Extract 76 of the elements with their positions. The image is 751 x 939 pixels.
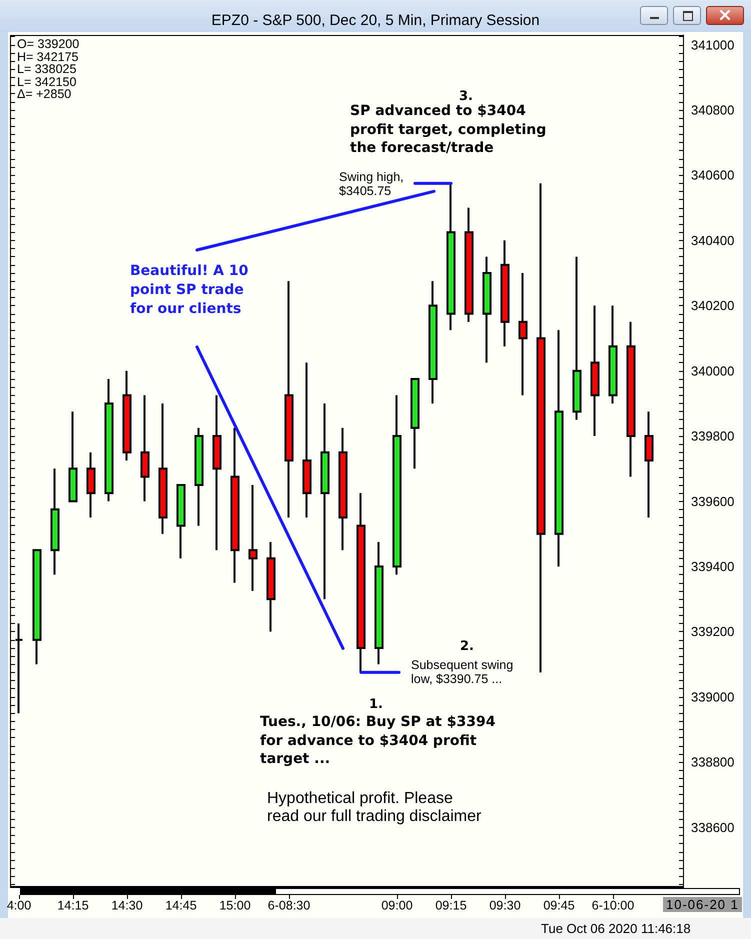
y-tick-label: 341000 bbox=[691, 37, 734, 52]
candlestick bbox=[428, 280, 438, 404]
y-tick-label: 339200 bbox=[691, 624, 734, 640]
candlestick bbox=[266, 541, 276, 633]
y-tick-label: 340400 bbox=[691, 232, 734, 248]
y-tick-label: 340600 bbox=[691, 168, 734, 183]
candlestick bbox=[86, 451, 96, 519]
x-tick-label: 15:00 bbox=[219, 898, 251, 912]
candlestick bbox=[248, 484, 258, 592]
candlestick bbox=[446, 182, 456, 332]
candlestick bbox=[482, 256, 492, 364]
candlestick bbox=[50, 468, 60, 576]
annotation: O= 339200 bbox=[17, 37, 80, 51]
candlestick bbox=[68, 410, 78, 502]
annotation: Tues., 10/06: Buy SP at $3394 for advance to $3404 profit target ... bbox=[260, 713, 496, 768]
y-tick-label: 339800 bbox=[691, 428, 734, 444]
candlestick bbox=[554, 329, 564, 568]
candlestick bbox=[302, 362, 312, 519]
annotation: Subsequent swing low, $3390.75 ... bbox=[411, 658, 514, 686]
x-tick-label: 4:00 bbox=[6, 898, 32, 912]
candlestick bbox=[230, 426, 240, 584]
candlestick bbox=[176, 484, 186, 560]
annotation: Δ= +2850 bbox=[17, 87, 72, 101]
y-tick-label: 338800 bbox=[691, 754, 734, 770]
candlestick bbox=[104, 378, 114, 502]
x-tick-label: 14:30 bbox=[111, 898, 143, 912]
candlestick bbox=[140, 394, 150, 502]
x-tick-label: 6-10:00 bbox=[592, 898, 634, 912]
annotation: 3. bbox=[459, 89, 473, 104]
y-tick-label: 339600 bbox=[691, 494, 734, 509]
x-tick-label: 6-08:30 bbox=[268, 898, 310, 912]
candlestick bbox=[194, 426, 204, 527]
text: 10-06-20 1 bbox=[663, 897, 742, 912]
y-tick-label: 339400 bbox=[691, 558, 734, 574]
candlestick bbox=[338, 426, 348, 552]
candlestick bbox=[356, 492, 366, 674]
annotation: SP advanced to $3404 profit target, completing the forecast/trade bbox=[350, 102, 548, 158]
chart-title: EPZ0 - S&P 500, Dec 20, 5 Min, Primary Session bbox=[211, 12, 540, 29]
annotation: L= 342150 bbox=[17, 74, 76, 88]
candlestick bbox=[32, 549, 42, 666]
annotation: H= 342175 bbox=[17, 50, 79, 64]
text: Tue Oct 06 2020 11:46:18 bbox=[541, 921, 691, 936]
annotation: 2. bbox=[460, 639, 474, 654]
annotation: Hypothetical profit. Please read our full trading disclaimer bbox=[267, 790, 482, 826]
candlestick bbox=[464, 206, 474, 323]
candlestick bbox=[608, 304, 618, 404]
candlestick bbox=[410, 378, 420, 470]
x-tick-label: 09:00 bbox=[381, 898, 413, 912]
candlestick bbox=[644, 410, 654, 519]
candlestick bbox=[158, 402, 168, 535]
annotation: Swing high, $3405.75 bbox=[339, 170, 405, 198]
candlestick bbox=[392, 394, 402, 576]
candlestick bbox=[320, 402, 330, 600]
x-tick-label: 14:15 bbox=[57, 898, 89, 912]
annotation: L= 338025 bbox=[17, 62, 76, 76]
x-tick-label: 09:15 bbox=[435, 898, 467, 912]
annotation: Beautiful! A 10 point SP trade for our clients bbox=[130, 262, 250, 319]
candlestick bbox=[572, 256, 582, 421]
candlestick bbox=[500, 239, 510, 348]
annotation: 1. bbox=[369, 697, 383, 712]
candlestick bbox=[590, 304, 600, 438]
candlestick bbox=[122, 370, 132, 462]
candlestick bbox=[518, 272, 528, 396]
y-tick-label: 340000 bbox=[691, 363, 734, 378]
y-tick-label: 338600 bbox=[691, 820, 734, 835]
candlestick bbox=[536, 182, 546, 674]
x-tick-label: 09:45 bbox=[543, 898, 575, 912]
y-tick-label: 340200 bbox=[691, 298, 734, 314]
candlestick bbox=[374, 541, 384, 666]
y-tick-label: 340800 bbox=[691, 102, 734, 118]
candlestick bbox=[626, 320, 636, 478]
x-tick-label: 09:30 bbox=[489, 898, 521, 912]
x-tick-label: 14:45 bbox=[165, 898, 197, 912]
y-tick-label: 339000 bbox=[691, 689, 734, 704]
candlestick bbox=[212, 394, 222, 552]
candlestick bbox=[284, 280, 294, 519]
